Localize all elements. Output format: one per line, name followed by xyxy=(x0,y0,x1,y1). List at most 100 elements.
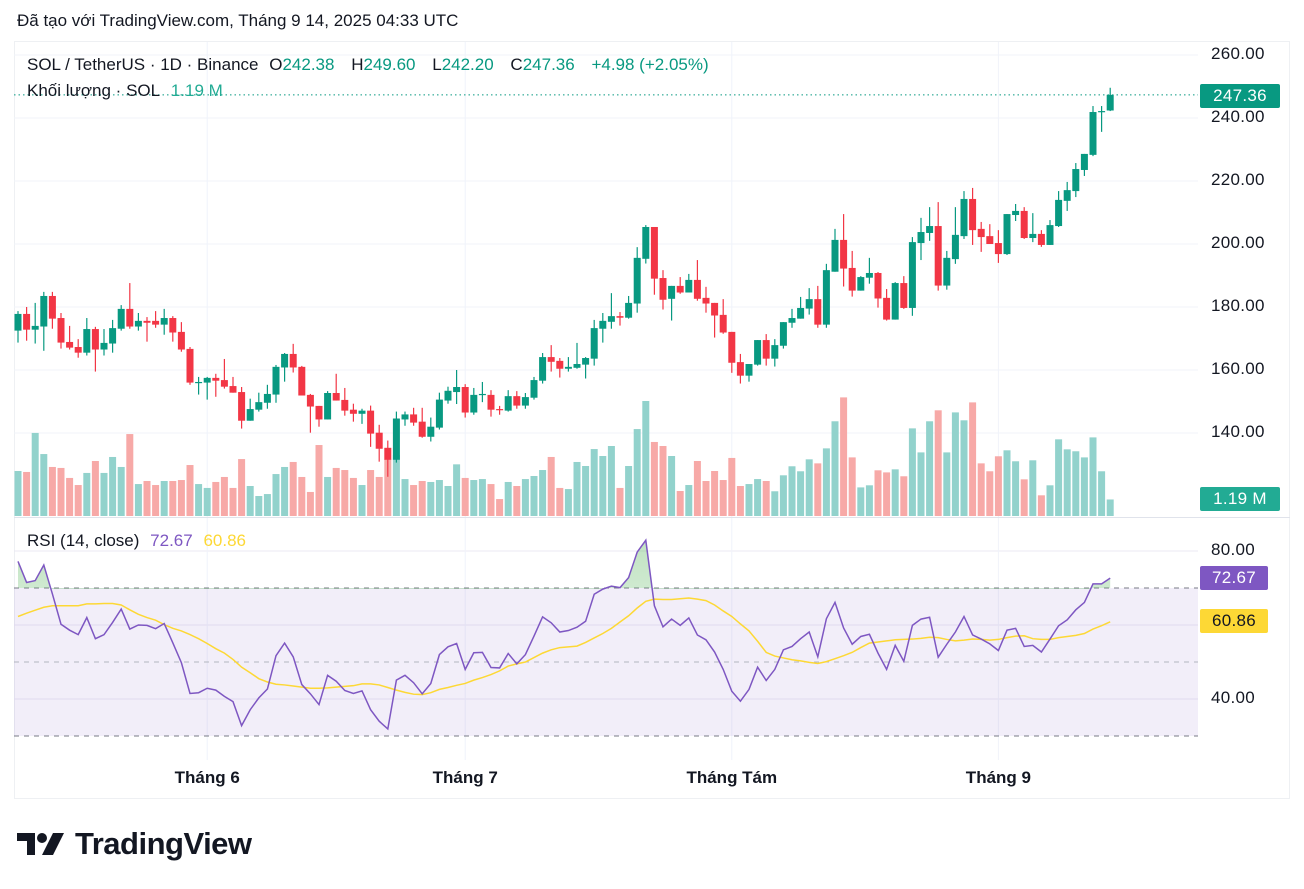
volume-bar xyxy=(668,456,676,516)
candle-body xyxy=(788,318,796,323)
volume-bar xyxy=(48,466,56,516)
volume-bar xyxy=(711,471,719,516)
volume-bar xyxy=(848,457,856,516)
volume-bar xyxy=(453,464,461,516)
candle-body xyxy=(418,421,426,437)
rsi-value: 72.67 xyxy=(150,531,193,550)
price-tick-label: 180.00 xyxy=(1211,296,1265,315)
volume-legend[interactable]: Khối lượng · SOL 1.19 M xyxy=(27,81,229,101)
tradingview-wordmark: TradingView xyxy=(75,826,252,861)
candle-body xyxy=(427,426,435,437)
candle-body xyxy=(934,226,942,286)
time-tick-label: Tháng 7 xyxy=(432,768,498,787)
volume-bar xyxy=(1037,495,1045,516)
candle-body xyxy=(900,283,908,308)
volume-bar xyxy=(418,481,426,516)
candle-body xyxy=(1020,210,1028,239)
candle-body xyxy=(736,362,744,376)
candle-body xyxy=(48,295,56,319)
candle-body xyxy=(513,396,521,406)
candle-body xyxy=(410,414,418,423)
volume-bar xyxy=(272,474,280,516)
volume-bar xyxy=(246,486,254,516)
volume-bar xyxy=(908,428,916,516)
volume-bar xyxy=(1020,479,1028,516)
volume-bar xyxy=(263,494,271,516)
candle-body xyxy=(1046,225,1054,245)
candle-body xyxy=(74,347,82,353)
volume-bar xyxy=(169,481,177,516)
candle-body xyxy=(779,322,787,346)
volume-bar xyxy=(521,479,529,516)
candle-body xyxy=(332,392,340,401)
volume-bar xyxy=(805,459,813,516)
price-tick-label: 220.00 xyxy=(1211,170,1265,189)
volume-bar xyxy=(349,477,357,516)
low-label: L xyxy=(432,55,442,74)
volume-bar xyxy=(487,484,495,516)
volume-bar xyxy=(1089,437,1097,516)
price-tick-label: 200.00 xyxy=(1211,233,1265,252)
candle-body xyxy=(883,297,891,320)
volume-bar xyxy=(814,463,822,516)
last-price-tag: 247.36 xyxy=(1200,84,1280,108)
candle-body xyxy=(384,447,392,460)
candle-body xyxy=(865,272,873,278)
candle-body xyxy=(625,302,633,318)
chart-frame xyxy=(14,41,1290,799)
volume-bar xyxy=(444,486,452,516)
volume-bar xyxy=(951,412,959,516)
volume-bar xyxy=(281,466,289,516)
candle-body xyxy=(762,340,770,359)
volume-bar xyxy=(212,481,220,516)
rsi-legend[interactable]: RSI (14, close) 72.67 60.86 xyxy=(27,531,252,551)
volume-bar xyxy=(969,402,977,516)
candle-body xyxy=(375,432,383,449)
volume-bar xyxy=(23,471,31,516)
volume-bar xyxy=(625,466,633,516)
candle-body xyxy=(263,393,271,403)
created-with-stamp: Đã tạo với TradingView.com, Tháng 9 14, … xyxy=(17,11,459,30)
volume-bar xyxy=(203,487,211,516)
volume-bar xyxy=(917,452,925,516)
volume-bar xyxy=(14,471,22,516)
candle-body xyxy=(126,308,134,327)
volume-value: 1.19 M xyxy=(170,81,223,100)
price-tick-label: 240.00 xyxy=(1211,107,1265,126)
volume-bar xyxy=(289,461,297,516)
volume-bar xyxy=(883,472,891,516)
candle-body xyxy=(272,366,280,395)
candle-body xyxy=(504,396,512,411)
tradingview-logo[interactable]: TradingView xyxy=(17,826,252,862)
close-value: 247.36 xyxy=(522,55,575,74)
volume-bar xyxy=(220,476,228,516)
volume-bar xyxy=(401,479,409,516)
candle-body xyxy=(324,392,332,420)
candle-body xyxy=(728,331,736,363)
volume-bar xyxy=(160,481,168,516)
volume-bar xyxy=(1098,471,1106,516)
candle-body xyxy=(977,228,985,238)
open-value: 242.38 xyxy=(282,55,335,74)
volume-bar xyxy=(831,421,839,516)
volume-bar xyxy=(66,477,74,516)
volume-bar xyxy=(633,429,641,516)
candle-body xyxy=(599,320,607,329)
candle-body xyxy=(40,295,48,327)
volume-bar xyxy=(934,410,942,516)
candle-body xyxy=(298,366,306,396)
symbol-legend[interactable]: SOL / TetherUS · 1D · Binance O242.38 H2… xyxy=(27,55,715,75)
volume-bar xyxy=(840,397,848,516)
candle-body xyxy=(23,313,31,330)
candle-body xyxy=(220,380,228,387)
candle-body xyxy=(255,402,263,410)
candle-body xyxy=(1080,153,1088,170)
volume-bar xyxy=(676,491,684,516)
candle-body xyxy=(711,302,719,316)
candle-body xyxy=(814,299,822,325)
volume-bar xyxy=(693,461,701,516)
volume-bar xyxy=(341,470,349,516)
price-tick-label: 160.00 xyxy=(1211,359,1265,378)
candle-body xyxy=(401,414,409,420)
